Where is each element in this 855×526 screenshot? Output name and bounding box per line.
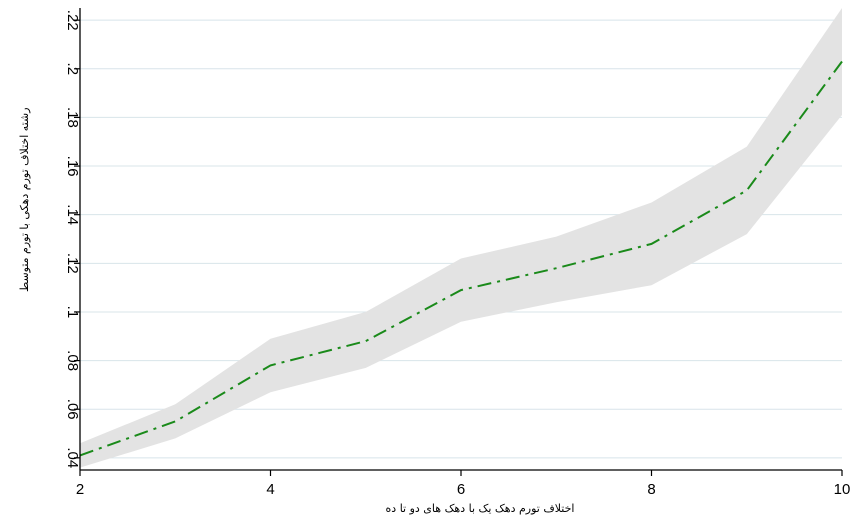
y-axis-title: رشته اختلاف تورم دهکی با تورم متوسط — [18, 107, 31, 293]
confidence-band-layer — [80, 8, 842, 468]
x-axis-title: اختلاف تورم دهک یک با دهک های دو تا ده — [385, 502, 575, 515]
x-tick-label: 6 — [457, 481, 465, 498]
y-tick-label: .16 — [64, 156, 81, 177]
y-tick-label: .04 — [64, 447, 81, 468]
y-tick-label: .1 — [64, 306, 81, 319]
series-line-layer — [79, 60, 843, 457]
y-tick-label: .12 — [64, 253, 81, 274]
y-tick-label: .18 — [64, 107, 81, 128]
x-tick-label: 8 — [647, 481, 655, 498]
x-tick-label: 4 — [266, 481, 274, 498]
tick-layer: .04 .06 .08 .1 .12 .14 .16 .18 .2 .22 2 4 6 8 10 — [64, 10, 850, 498]
y-tick-label: .2 — [64, 63, 81, 76]
y-tick-label: .06 — [64, 399, 81, 420]
x-tick-label: 10 — [834, 481, 851, 498]
series-line — [79, 60, 843, 457]
confidence-band — [80, 8, 842, 468]
x-tick-label: 2 — [76, 481, 84, 498]
y-tick-label: .08 — [64, 350, 81, 371]
y-tick-label: .14 — [64, 204, 81, 225]
y-tick-label: .22 — [64, 10, 81, 31]
